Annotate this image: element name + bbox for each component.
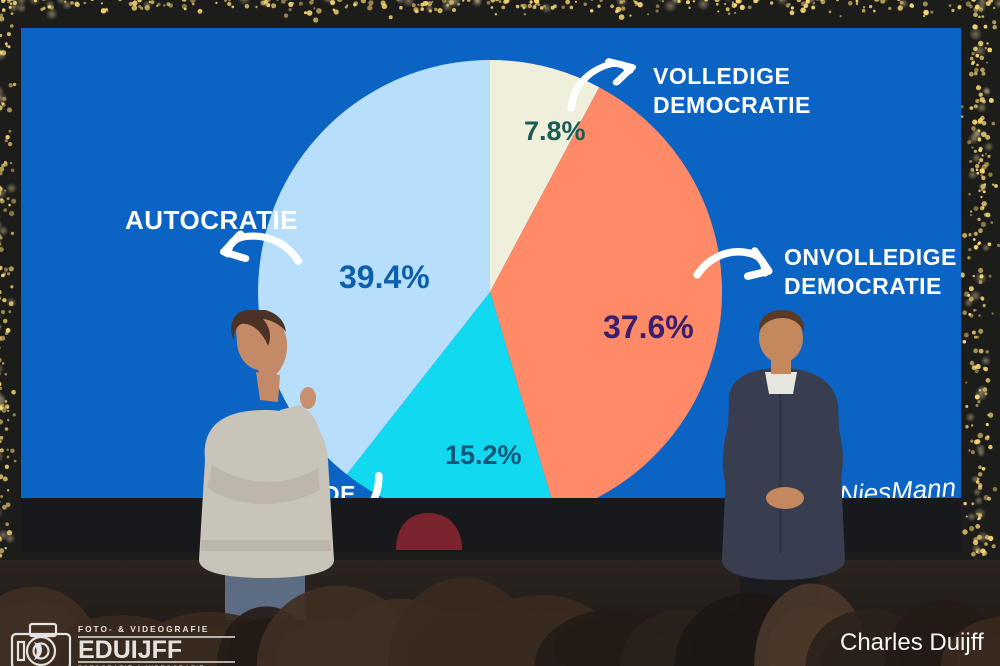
- svg-text:FOTO- & VIDEOGRAFIE: FOTO- & VIDEOGRAFIE: [78, 624, 209, 634]
- svg-text:EDUIJFF: EDUIJFF: [78, 636, 182, 664]
